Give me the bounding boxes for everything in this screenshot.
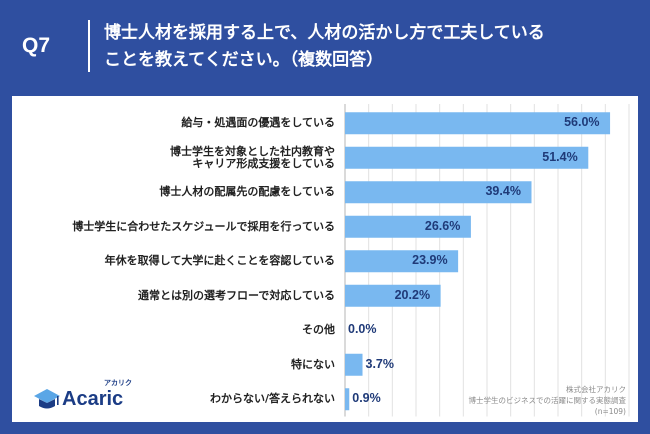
- bar: [345, 146, 589, 169]
- value-label: 3.7%: [365, 356, 395, 371]
- category-label: 通常とは別の選考フローで対応している: [137, 288, 335, 302]
- bar: [345, 181, 532, 204]
- question-number: Q7: [22, 34, 51, 57]
- page-title: 博士人材を採用する上で、人材の活かし方で工夫している ことを教えてください。（複…: [104, 20, 634, 74]
- footer-sample: (n=109): [594, 407, 626, 416]
- category-label: 博士学生を対象とした社内教育や キャリア形成支援をしている: [170, 144, 335, 170]
- footer-note: 株式会社アカリク 博士学生のビジネスでの活躍に関する実態調査 (n=109): [469, 384, 627, 417]
- title-line-1: 博士人材を採用する上で、人材の活かし方で工夫している: [104, 23, 545, 43]
- bar: [345, 215, 471, 238]
- category-label: 年休を取得して大学に赴くことを容認している: [104, 254, 335, 268]
- value-label: 56.0%: [564, 115, 600, 130]
- bar: [345, 112, 611, 135]
- value-label: 0.0%: [348, 322, 377, 337]
- graduation-cap-icon: [34, 389, 60, 409]
- bar: [345, 388, 350, 411]
- header: Q7 博士人材を採用する上で、人材の活かし方で工夫している ことを教えてください…: [0, 0, 650, 90]
- bar-chart: [344, 104, 630, 417]
- bar: [345, 284, 441, 307]
- category-label: わからない/答えられない: [209, 392, 335, 406]
- value-label: 20.2%: [394, 287, 431, 302]
- value-label: 0.9%: [352, 391, 381, 406]
- header-divider: [88, 20, 90, 72]
- footer-company: 株式会社アカリク: [566, 385, 626, 394]
- category-label: 給与・処遇面の優遇をしている: [181, 116, 335, 130]
- title-line-2: ことを教えてください。（複数回答）: [104, 50, 384, 70]
- bar: [345, 250, 459, 273]
- category-label: 特にない: [291, 357, 335, 371]
- category-label: 博士人材の配属先の配慮をしている: [159, 185, 335, 199]
- value-label: 51.4%: [542, 149, 578, 164]
- logo-kana: アカリク: [104, 379, 132, 387]
- chart-panel: 給与・処遇面の優遇をしている博士学生を対象とした社内教育や キャリア形成支援をして…: [12, 96, 638, 422]
- value-label: 26.6%: [424, 218, 461, 233]
- category-label: その他: [302, 323, 335, 337]
- category-label: 博士学生に合わせたスケジュールで採用を行っている: [72, 219, 335, 233]
- value-label: 23.9%: [412, 253, 448, 268]
- logo-name: Acaric: [62, 388, 124, 410]
- bar: [345, 353, 363, 376]
- acaric-logo: アカリク Acaric: [34, 378, 144, 412]
- footer-survey: 博士学生のビジネスでの活躍に関する実態調査: [468, 396, 627, 405]
- value-label: 39.4%: [485, 184, 521, 199]
